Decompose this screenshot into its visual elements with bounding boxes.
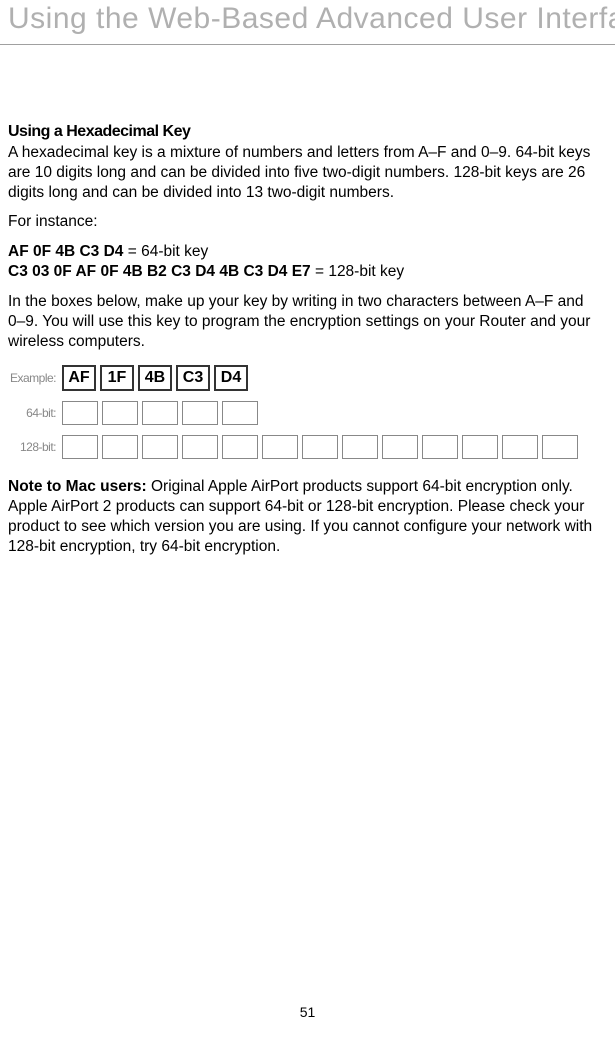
example-box: C3: [176, 365, 210, 391]
key-input-box-64[interactable]: [102, 401, 138, 425]
key-input-box-128[interactable]: [422, 435, 458, 459]
intro-paragraph: A hexadecimal key is a mixture of number…: [8, 143, 595, 202]
row-128bit-boxes: [62, 435, 578, 459]
key-input-box-128[interactable]: [142, 435, 178, 459]
key-input-box-128[interactable]: [222, 435, 258, 459]
key-input-box-64[interactable]: [62, 401, 98, 425]
key-entry-figure: Example: AF 1F 4B C3 D4 64-bit: 128-bit:: [8, 365, 595, 459]
key-input-box-128[interactable]: [542, 435, 578, 459]
row-64bit: 64-bit:: [8, 401, 595, 425]
key64-example: AF 0F 4B C3 D4: [8, 243, 123, 260]
example-boxes: AF 1F 4B C3 D4: [62, 365, 248, 391]
key-input-box-128[interactable]: [62, 435, 98, 459]
example-row: Example: AF 1F 4B C3 D4: [8, 365, 595, 391]
key-examples: AF 0F 4B C3 D4 = 64-bit key C3 03 0F AF …: [8, 242, 595, 282]
key-input-box-128[interactable]: [182, 435, 218, 459]
content-area: Using a Hexadecimal Key A hexadecimal ke…: [0, 45, 615, 557]
row-128bit-label: 128-bit:: [8, 440, 62, 454]
instructions-paragraph: In the boxes below, make up your key by …: [8, 292, 595, 351]
key-input-box-128[interactable]: [502, 435, 538, 459]
example-row-label: Example:: [8, 371, 62, 385]
mac-note-lead: Note to Mac users:: [8, 478, 151, 495]
section-heading: Using a Hexadecimal Key: [8, 123, 595, 141]
example-box: AF: [62, 365, 96, 391]
key-input-box-64[interactable]: [182, 401, 218, 425]
example-box: D4: [214, 365, 248, 391]
key-input-box-128[interactable]: [462, 435, 498, 459]
key-input-box-128[interactable]: [102, 435, 138, 459]
mac-note: Note to Mac users: Original Apple AirPor…: [8, 477, 595, 556]
key-input-box-128[interactable]: [262, 435, 298, 459]
key-input-box-128[interactable]: [382, 435, 418, 459]
key-input-box-128[interactable]: [342, 435, 378, 459]
page-number: 51: [300, 1004, 316, 1020]
key128-example: C3 03 0F AF 0F 4B B2 C3 D4 4B C3 D4 E7: [8, 263, 311, 280]
key-input-box-64[interactable]: [142, 401, 178, 425]
key128-suffix: = 128-bit key: [311, 263, 404, 280]
page-header-title: Using the Web-Based Advanced User Interf…: [0, 0, 615, 45]
row-128bit: 128-bit:: [8, 435, 595, 459]
row-64bit-label: 64-bit:: [8, 406, 62, 420]
for-instance-label: For instance:: [8, 212, 595, 232]
example-box: 4B: [138, 365, 172, 391]
key-input-box-128[interactable]: [302, 435, 338, 459]
example-box: 1F: [100, 365, 134, 391]
key64-suffix: = 64-bit key: [123, 243, 208, 260]
row-64bit-boxes: [62, 401, 258, 425]
key-input-box-64[interactable]: [222, 401, 258, 425]
